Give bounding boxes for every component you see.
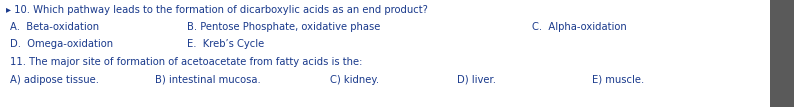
Text: 11. The major site of formation of acetoacetate from fatty acids is the:: 11. The major site of formation of aceto… [10, 57, 362, 67]
Text: B) intestinal mucosa.: B) intestinal mucosa. [155, 75, 260, 85]
Text: A) adipose tissue.: A) adipose tissue. [10, 75, 98, 85]
Text: C) kidney.: C) kidney. [330, 75, 379, 85]
Text: D.  Omega-oxidation: D. Omega-oxidation [10, 39, 113, 48]
Text: ▸ 10. Which pathway leads to the formation of dicarboxylic acids as an end produ: ▸ 10. Which pathway leads to the formati… [6, 5, 428, 15]
Bar [770, 0, 794, 107]
Text: A.  Beta-oxidation: A. Beta-oxidation [10, 22, 98, 32]
Text: E) muscle.: E) muscle. [592, 75, 644, 85]
Text: C.  Alpha-oxidation: C. Alpha-oxidation [532, 22, 626, 32]
Text: D) liver.: D) liver. [457, 75, 495, 85]
Text: B. Pentose Phosphate, oxidative phase: B. Pentose Phosphate, oxidative phase [187, 22, 380, 32]
Text: E.  Kreb’s Cycle: E. Kreb’s Cycle [187, 39, 264, 48]
